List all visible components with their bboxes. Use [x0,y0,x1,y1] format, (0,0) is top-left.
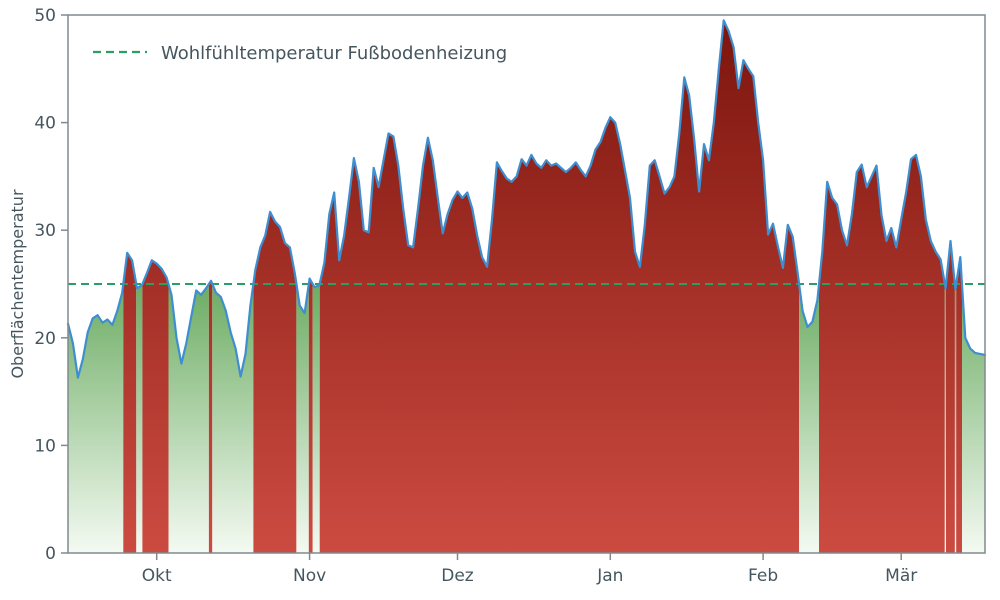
y-tick-label: 40 [34,114,56,134]
axes-layer: 0 10 20 30 40 50 Okt Nov Dez Jan Feb Mär [34,6,986,586]
legend: Wohlfühltemperatur Fußbodenheizung [93,43,507,64]
area-below-threshold [136,284,143,553]
area-above-threshold [319,20,800,553]
area-below-threshold [944,284,946,553]
temperature-line-layer [66,19,987,379]
x-tick-label: Mär [885,566,917,586]
area-above-threshold [208,280,213,553]
y-tick-label: 10 [34,436,56,456]
area-above-threshold [956,257,962,553]
legend-label: Wohlfühltemperatur Fußbodenheizung [161,43,507,64]
area-above-threshold [819,154,945,553]
y-tick-label: 0 [45,544,56,564]
area-below-threshold [312,284,320,553]
area-above-threshold [142,260,169,553]
area-below-threshold [954,284,957,553]
area-below-threshold [296,284,309,553]
x-tick-label: Okt [142,566,172,586]
surface-temperature-line [66,19,987,379]
area-above-threshold [253,211,297,553]
y-tick-label: 50 [34,6,56,26]
x-tick-label: Nov [293,566,326,586]
y-axis-label: Oberflächentemperatur [8,189,27,378]
x-tick-label: Jan [596,566,623,586]
area-fill-layer [68,20,985,554]
area-above-threshold [308,278,313,553]
area-below-threshold [212,284,254,553]
area-below-threshold [68,284,124,553]
y-tick-label: 30 [34,221,56,241]
area-below-threshold [962,284,985,553]
x-tick-label: Dez [441,566,474,586]
plot-border [67,14,986,554]
area-above-threshold [123,252,137,554]
area-below-threshold [799,284,819,553]
y-tick-label: 20 [34,329,56,349]
x-tick-label: Feb [748,566,778,586]
area-above-threshold [946,241,955,553]
